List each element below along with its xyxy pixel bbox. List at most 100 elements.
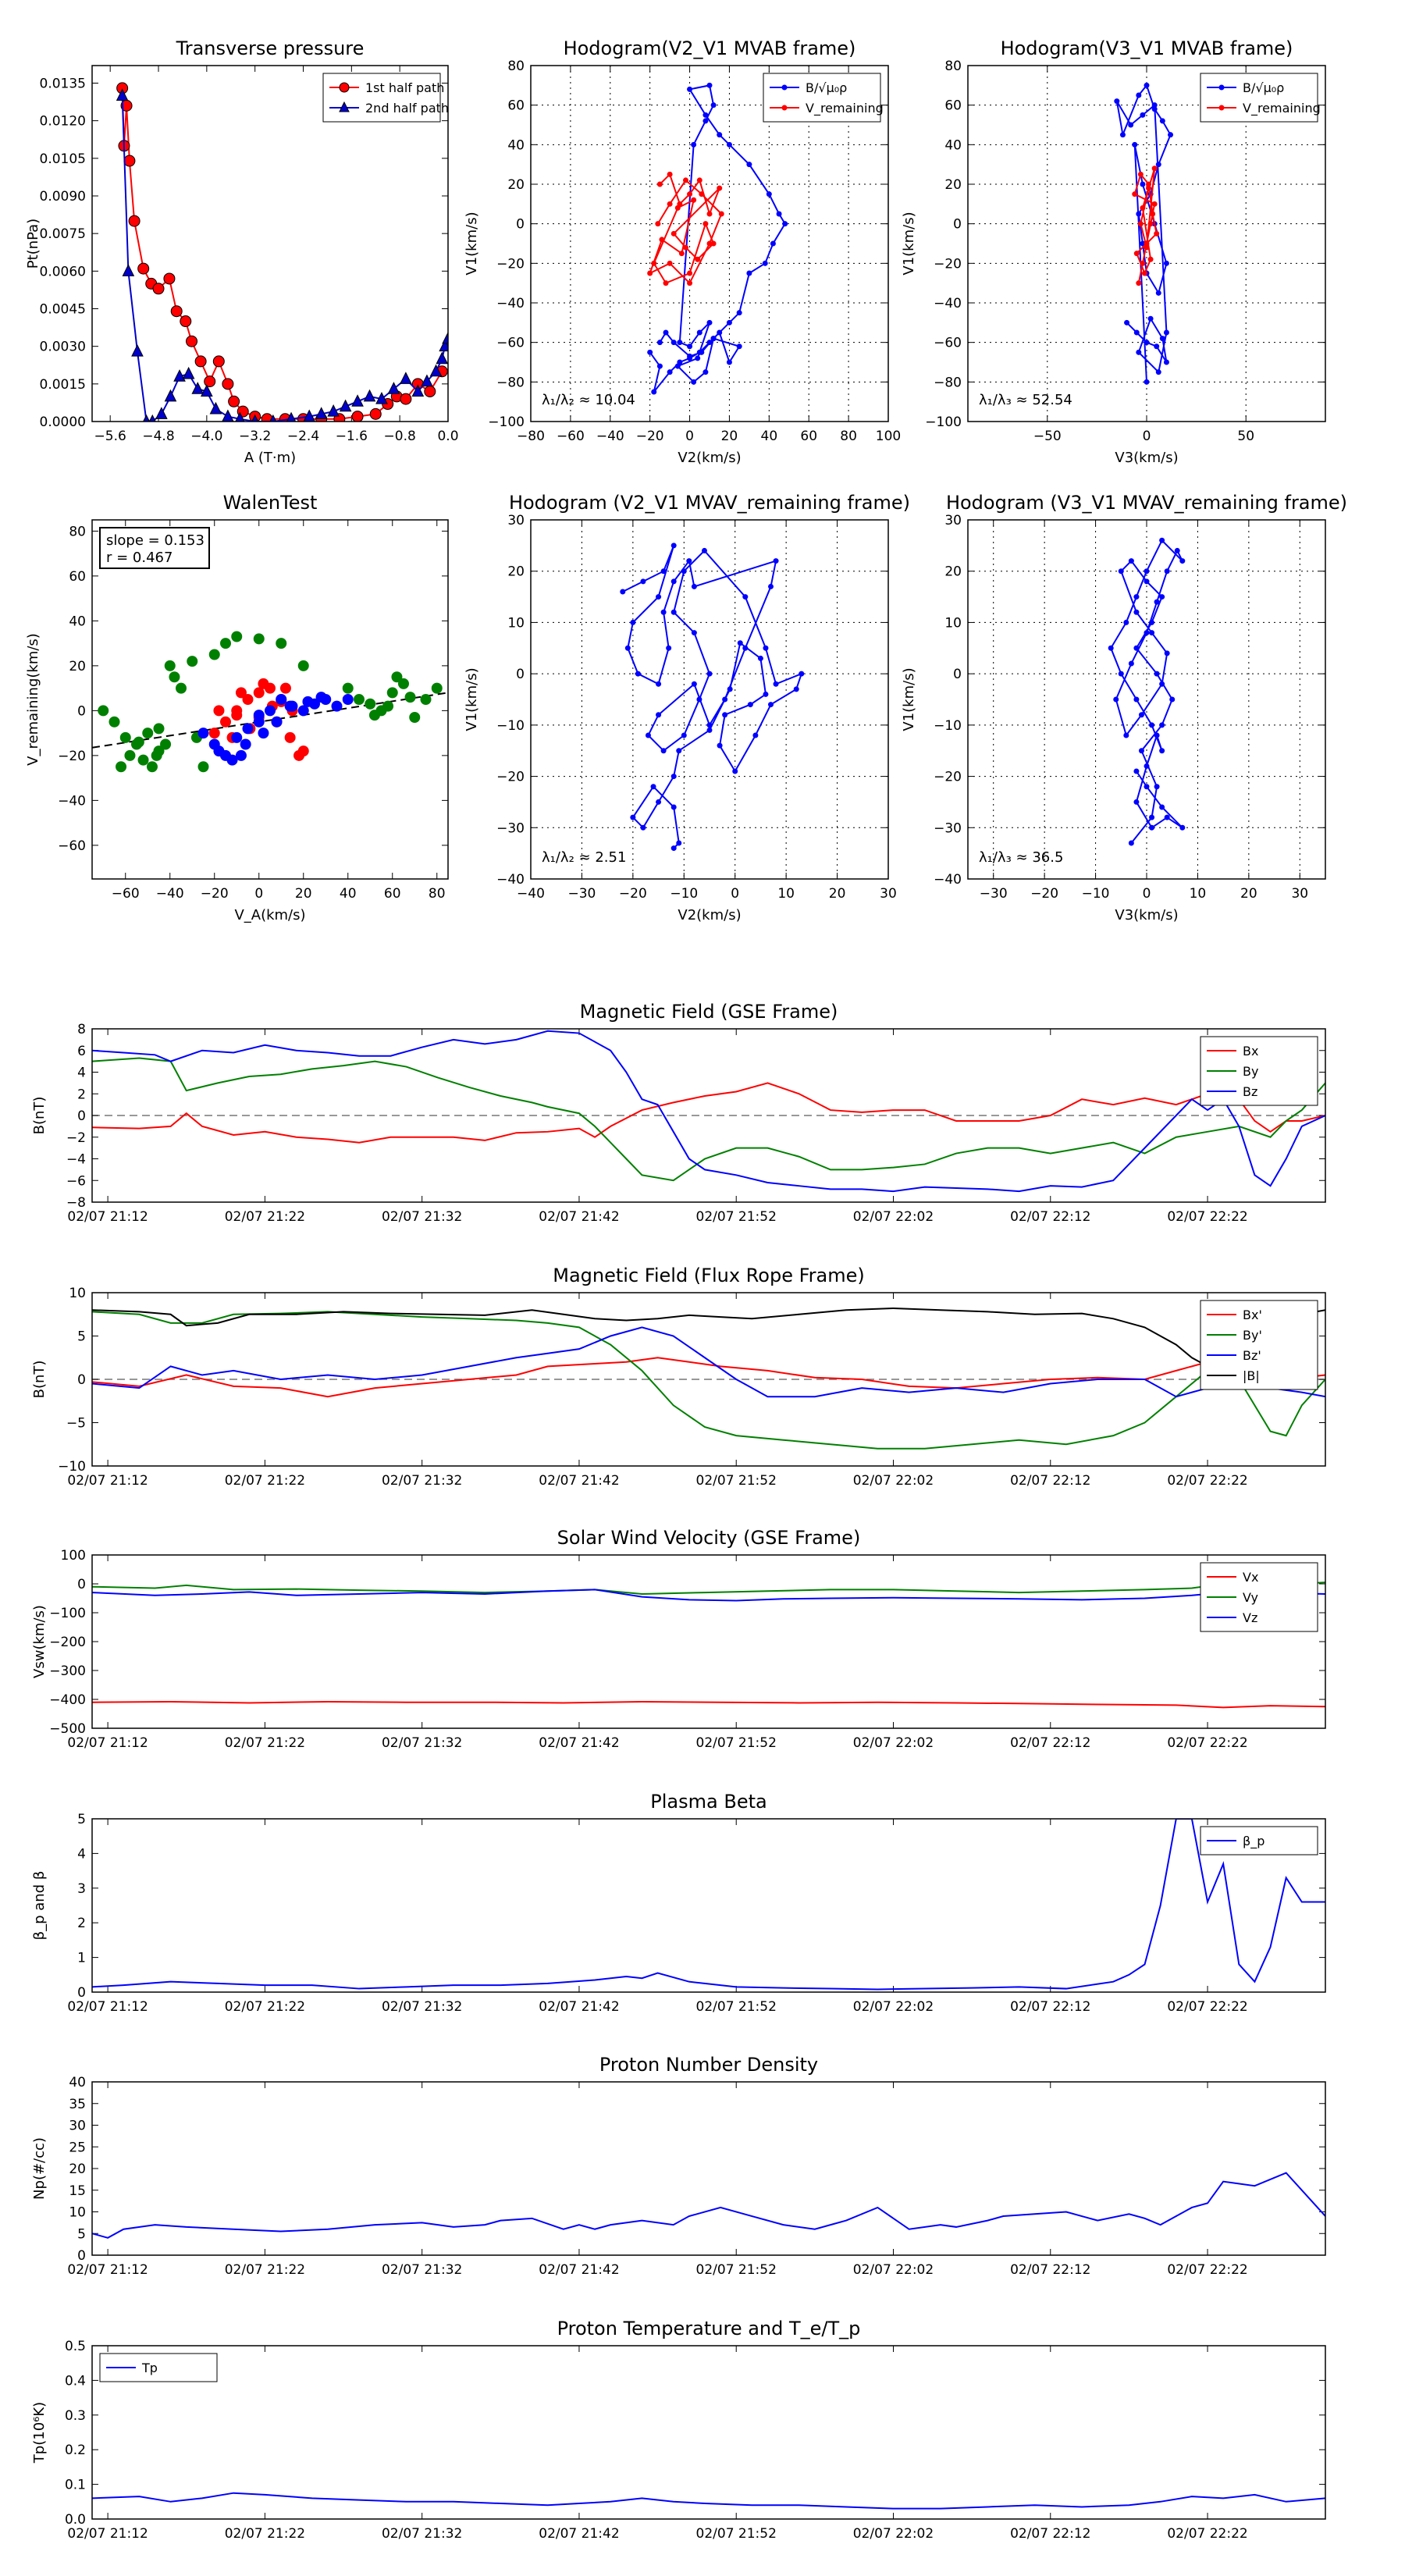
data-point bbox=[686, 558, 692, 564]
x-tick-label: 02/07 22:22 bbox=[1167, 1209, 1247, 1225]
data-point bbox=[1150, 211, 1156, 217]
data-point bbox=[279, 682, 291, 694]
data-point bbox=[1159, 336, 1165, 342]
y-tick-label: −200 bbox=[49, 1635, 86, 1650]
x-tick-label: 0 bbox=[254, 886, 263, 902]
x-tick-label: −60 bbox=[557, 429, 585, 444]
y-tick-label: 40 bbox=[69, 2075, 86, 2090]
data-point bbox=[1155, 369, 1161, 375]
y-tick-label: −60 bbox=[934, 336, 962, 351]
data-point bbox=[191, 382, 205, 394]
legend-label: Tp bbox=[141, 2361, 158, 2375]
data-point bbox=[726, 359, 732, 365]
data-point bbox=[142, 728, 154, 739]
data-point bbox=[253, 687, 265, 699]
data-point bbox=[155, 407, 168, 419]
x-tick-label: 20 bbox=[721, 429, 738, 444]
data-point bbox=[1144, 240, 1150, 247]
data-point bbox=[351, 411, 364, 422]
x-tick-label: 02/07 21:52 bbox=[696, 1735, 777, 1751]
data-point bbox=[187, 656, 198, 667]
y-tick-label: −20 bbox=[934, 256, 962, 272]
data-point bbox=[747, 702, 753, 708]
y-axis-label: Pt(nPa) bbox=[25, 219, 41, 269]
data-point bbox=[212, 355, 225, 368]
data-point bbox=[197, 728, 209, 739]
x-tick-label: −30 bbox=[980, 886, 1008, 902]
data-point bbox=[691, 630, 697, 636]
data-point bbox=[691, 379, 697, 385]
data-point bbox=[727, 686, 733, 692]
x-tick-label: 02/07 21:22 bbox=[225, 2526, 305, 2542]
legend-label: β_p bbox=[1243, 1834, 1264, 1849]
series-line-3 bbox=[92, 1326, 1325, 1398]
data-point bbox=[656, 181, 663, 187]
plot-frame bbox=[91, 2081, 1326, 2256]
data-point bbox=[122, 264, 135, 276]
y-tick-label: 2 bbox=[77, 1087, 86, 1102]
data-point bbox=[228, 395, 240, 407]
data-point bbox=[695, 256, 701, 262]
x-tick-label: 02/07 21:42 bbox=[539, 1999, 619, 2015]
data-point bbox=[151, 749, 162, 761]
y-tick-label: −500 bbox=[49, 1721, 86, 1737]
data-point bbox=[670, 230, 677, 237]
x-tick-label: −4.8 bbox=[142, 429, 174, 444]
y-tick-label: 80 bbox=[944, 59, 962, 74]
data-point bbox=[1133, 768, 1140, 774]
data-point bbox=[768, 702, 774, 708]
chart-title: Proton Temperature and T_e/T_p bbox=[557, 2318, 861, 2339]
data-point bbox=[722, 712, 728, 718]
series-line-2 bbox=[1133, 168, 1158, 283]
data-point bbox=[640, 824, 646, 831]
data-point bbox=[691, 141, 697, 148]
data-point bbox=[676, 748, 682, 754]
data-point bbox=[635, 671, 641, 677]
y-tick-label: −30 bbox=[496, 820, 525, 836]
data-point bbox=[400, 372, 412, 384]
data-point bbox=[131, 343, 144, 357]
x-tick-label: 02/07 21:12 bbox=[67, 1999, 148, 2015]
x-tick-label: 02/07 21:22 bbox=[225, 1209, 305, 1225]
x-tick-label: 02/07 21:22 bbox=[225, 2262, 305, 2278]
data-point bbox=[354, 694, 365, 705]
data-point bbox=[630, 814, 636, 820]
data-point bbox=[656, 681, 662, 687]
y-tick-label: −40 bbox=[934, 296, 962, 311]
data-point bbox=[773, 558, 779, 564]
data-point bbox=[670, 804, 677, 810]
data-point bbox=[696, 696, 702, 703]
data-point bbox=[1154, 671, 1160, 677]
series-line-3 bbox=[92, 1030, 1325, 1193]
data-point bbox=[1140, 112, 1146, 118]
data-point bbox=[726, 319, 732, 326]
y-tick-label: 0 bbox=[77, 1577, 86, 1592]
plot-frame bbox=[91, 1292, 1326, 1467]
chart-title: Hodogram(V3_V1 MVAB frame) bbox=[1001, 37, 1293, 59]
data-point bbox=[696, 329, 702, 336]
y-tick-label: −10 bbox=[934, 718, 962, 734]
x-tick-label: −30 bbox=[567, 886, 596, 902]
data-point bbox=[387, 382, 400, 394]
plot-area bbox=[647, 82, 788, 395]
data-point bbox=[1168, 132, 1174, 138]
data-point bbox=[220, 716, 231, 728]
y-tick-label: −400 bbox=[49, 1692, 86, 1708]
data-point bbox=[647, 349, 653, 355]
data-point bbox=[1147, 315, 1154, 322]
data-point bbox=[1144, 244, 1150, 251]
x-tick-label: 02/07 22:02 bbox=[853, 1209, 934, 1225]
data-point bbox=[655, 221, 661, 227]
y-axis-label: V1(km/s) bbox=[901, 667, 917, 731]
x-tick-label: −20 bbox=[201, 886, 229, 902]
x-tick-label: 02/07 22:22 bbox=[1167, 1735, 1247, 1751]
legend: Vx Vy Vz bbox=[1200, 1562, 1318, 1632]
x-tick-label: 80 bbox=[429, 886, 446, 902]
y-tick-label: 1 bbox=[77, 1951, 86, 1966]
data-point bbox=[1128, 558, 1134, 564]
data-point bbox=[757, 655, 763, 661]
data-point bbox=[1154, 230, 1160, 237]
legend-label: V_remaining bbox=[1243, 101, 1321, 116]
legend-marker bbox=[1218, 84, 1225, 91]
data-point bbox=[1149, 824, 1155, 831]
